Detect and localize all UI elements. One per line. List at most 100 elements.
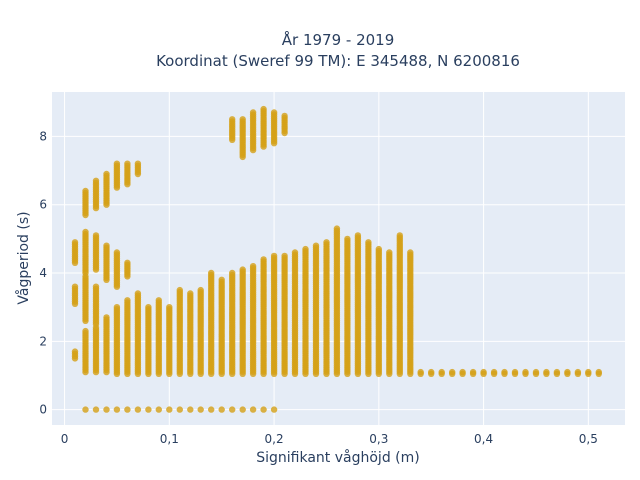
y-tick-label: 8 [39,129,47,143]
data-point [396,232,403,239]
data-point [260,105,267,113]
data-point [103,242,110,249]
data-point [229,116,236,123]
data-point [187,290,194,297]
chart-title: År 1979 - 2019 Koordinat (Sweref 99 TM):… [156,30,520,70]
y-tick-label: 4 [39,266,47,280]
data-point [281,112,288,120]
data-point [323,239,330,246]
data-point [124,259,131,266]
x-tick-label: 0,4 [474,432,493,446]
data-point [134,406,142,413]
x-axis-title: Signifikant våghöjd (m) [256,449,419,466]
data-point [218,276,225,283]
data-point [113,249,121,256]
data-point [344,235,351,243]
x-tick-label: 0 [61,432,69,446]
data-point [375,245,382,253]
data-point [239,406,246,413]
y-tick-label: 0 [39,403,47,417]
data-point [155,406,162,413]
data-point [386,249,393,256]
data-point [155,297,162,304]
data-point [365,239,372,246]
data-point [270,252,278,260]
data-point [417,368,424,376]
data-point [522,368,529,376]
data-point [428,368,435,376]
data-point [113,406,121,413]
data-point [71,348,79,355]
data-point [229,406,236,413]
data-point [124,160,131,167]
data-point [71,283,79,290]
data-point [302,245,309,253]
data-point [438,368,445,376]
chart-title-line-1: År 1979 - 2019 [282,30,395,49]
data-point [197,406,204,413]
data-point [291,249,299,256]
data-point [553,368,561,376]
data-point [134,290,142,297]
data-point [82,406,89,413]
data-point [543,368,550,376]
data-point [103,314,110,321]
data-point [92,283,100,290]
data-point [218,406,225,413]
data-point [124,297,131,304]
data-point [270,406,278,413]
data-point [113,304,121,311]
y-tick-label: 2 [39,334,47,348]
data-point [208,269,215,277]
data-point [82,228,89,236]
data-point [260,406,267,413]
data-point [260,256,267,263]
y-axis-ticks: 0 2 4 6 8 [39,129,47,416]
data-point [145,406,152,413]
data-point [82,187,89,195]
data-point [239,116,246,123]
data-point [134,160,142,167]
data-points [71,105,602,413]
data-point [197,286,204,294]
x-tick-label: 0,1 [160,432,179,446]
data-point [595,368,602,376]
x-tick-label: 0,5 [579,432,598,446]
data-point [187,406,194,413]
data-point [469,368,477,376]
data-point [92,406,100,413]
data-point [490,368,498,376]
y-tick-label: 6 [39,198,47,212]
data-point [166,304,173,311]
data-point [124,406,131,413]
data-point [281,252,288,260]
data-point [208,406,215,413]
data-point [501,368,508,376]
data-point [585,368,592,376]
data-point [249,406,257,413]
data-point [574,368,582,376]
data-point [407,249,414,256]
data-point [92,232,100,239]
data-point [103,406,110,413]
data-point [312,242,320,249]
data-point [71,239,79,246]
data-point [176,286,183,294]
data-point [249,109,257,116]
data-point [229,269,236,277]
data-point [145,304,152,311]
x-axis-ticks: 0 0,1 0,2 0,3 0,4 0,5 [61,432,598,446]
data-point [249,263,257,270]
y-axis-title: Vågperiod (s) [15,211,32,304]
data-point [511,368,519,376]
chart-title-line-2: Koordinat (Sweref 99 TM): E 345488, N 62… [156,52,520,70]
data-point [333,225,341,232]
data-point [270,109,278,116]
data-point [480,368,487,376]
data-point [449,368,456,376]
data-point [459,368,466,376]
data-point [103,170,110,178]
data-point [113,160,121,167]
